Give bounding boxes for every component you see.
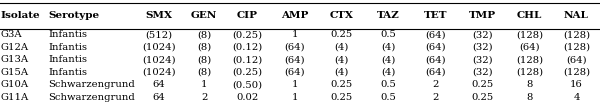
Text: 64: 64 <box>152 93 166 101</box>
Text: G3A: G3A <box>1 30 22 39</box>
Text: (128): (128) <box>563 43 590 52</box>
Text: 2: 2 <box>201 93 208 101</box>
Text: NAL: NAL <box>564 11 589 20</box>
Text: (8): (8) <box>197 68 211 77</box>
Text: (0.12): (0.12) <box>232 55 263 64</box>
Text: (64): (64) <box>284 55 305 64</box>
Text: Infantis: Infantis <box>48 55 87 64</box>
Text: (128): (128) <box>516 68 543 77</box>
Text: 1: 1 <box>292 93 298 101</box>
Text: (0.25): (0.25) <box>233 68 263 77</box>
Text: 2: 2 <box>433 80 439 89</box>
Text: CIP: CIP <box>237 11 258 20</box>
Text: (4): (4) <box>382 43 396 52</box>
Text: (32): (32) <box>472 68 493 77</box>
Text: (32): (32) <box>472 30 493 39</box>
Text: (64): (64) <box>284 68 305 77</box>
Text: (64): (64) <box>425 68 446 77</box>
Text: Schwarzengrund: Schwarzengrund <box>48 93 135 101</box>
Text: G12A: G12A <box>1 43 29 52</box>
Text: 4: 4 <box>573 93 580 101</box>
Text: 0.5: 0.5 <box>380 80 397 89</box>
Text: Isolate: Isolate <box>1 11 40 20</box>
Text: AMP: AMP <box>281 11 308 20</box>
Text: 1: 1 <box>292 80 298 89</box>
Text: (1024): (1024) <box>142 68 176 77</box>
Text: G10A: G10A <box>1 80 29 89</box>
Text: 2: 2 <box>433 93 439 101</box>
Text: 0.5: 0.5 <box>380 30 397 39</box>
Text: (8): (8) <box>197 30 211 39</box>
Text: (4): (4) <box>334 68 349 77</box>
Text: G13A: G13A <box>1 55 29 64</box>
Text: (32): (32) <box>472 43 493 52</box>
Text: SMX: SMX <box>146 11 173 20</box>
Text: (8): (8) <box>197 43 211 52</box>
Text: 0.5: 0.5 <box>380 93 397 101</box>
Text: (4): (4) <box>382 55 396 64</box>
Text: 0.25: 0.25 <box>472 93 494 101</box>
Text: 8: 8 <box>526 80 533 89</box>
Text: Schwarzengrund: Schwarzengrund <box>48 80 135 89</box>
Text: (1024): (1024) <box>142 43 176 52</box>
Text: Infantis: Infantis <box>48 43 87 52</box>
Text: 0.25: 0.25 <box>331 30 353 39</box>
Text: (64): (64) <box>519 43 540 52</box>
Text: (64): (64) <box>425 55 446 64</box>
Text: GEN: GEN <box>191 11 217 20</box>
Text: (0.12): (0.12) <box>232 43 263 52</box>
Text: (4): (4) <box>334 43 349 52</box>
Text: TAZ: TAZ <box>377 11 400 20</box>
Text: (64): (64) <box>425 30 446 39</box>
Text: TET: TET <box>424 11 447 20</box>
Text: 0.02: 0.02 <box>236 93 259 101</box>
Text: (512): (512) <box>145 30 173 39</box>
Text: (1024): (1024) <box>142 55 176 64</box>
Text: (4): (4) <box>382 68 396 77</box>
Text: (128): (128) <box>516 55 543 64</box>
Text: 0.25: 0.25 <box>331 93 353 101</box>
Text: 8: 8 <box>526 93 533 101</box>
Text: Infantis: Infantis <box>48 68 87 77</box>
Text: 1: 1 <box>201 80 208 89</box>
Text: G15A: G15A <box>1 68 29 77</box>
Text: Serotype: Serotype <box>48 11 99 20</box>
Text: G11A: G11A <box>1 93 29 101</box>
Text: 0.25: 0.25 <box>472 80 494 89</box>
Text: 0.25: 0.25 <box>331 80 353 89</box>
Text: Infantis: Infantis <box>48 30 87 39</box>
Text: (0.25): (0.25) <box>233 30 263 39</box>
Text: (128): (128) <box>563 68 590 77</box>
Text: (128): (128) <box>516 30 543 39</box>
Text: CHL: CHL <box>517 11 542 20</box>
Text: 64: 64 <box>152 80 166 89</box>
Text: (0.50): (0.50) <box>233 80 263 89</box>
Text: 16: 16 <box>570 80 583 89</box>
Text: 1: 1 <box>292 30 298 39</box>
Text: (64): (64) <box>425 43 446 52</box>
Text: (64): (64) <box>566 55 587 64</box>
Text: (128): (128) <box>563 30 590 39</box>
Text: TMP: TMP <box>469 11 496 20</box>
Text: (64): (64) <box>284 43 305 52</box>
Text: (8): (8) <box>197 55 211 64</box>
Text: CTX: CTX <box>329 11 353 20</box>
Text: (32): (32) <box>472 55 493 64</box>
Text: (4): (4) <box>334 55 349 64</box>
